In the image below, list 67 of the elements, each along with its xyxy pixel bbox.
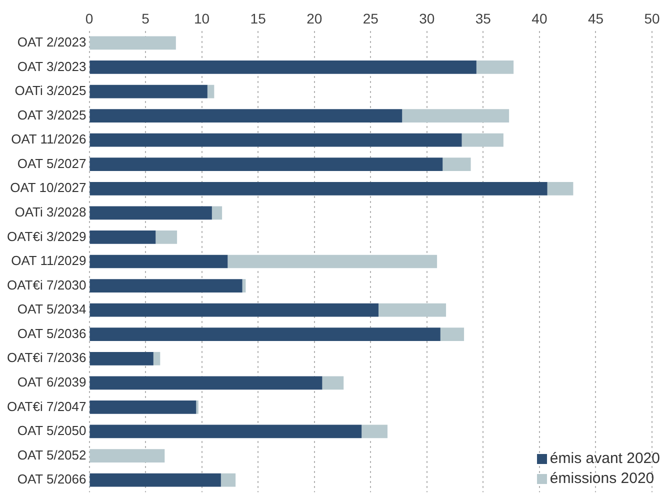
bar: [90, 158, 443, 172]
y-tick-label: OATi 3/2025: [14, 83, 86, 98]
bar: [90, 303, 379, 317]
y-tick-label: OAT 5/2034: [17, 302, 86, 317]
y-tick-label: OAT 3/2025: [17, 107, 86, 122]
bar: [228, 254, 438, 268]
legend-label: émissions 2020: [550, 469, 654, 489]
y-tick-label: OAT 6/2039: [17, 374, 86, 390]
bar: [90, 352, 154, 366]
x-tick-label: 20: [306, 10, 322, 26]
y-tick-label: OATi 3/2028: [14, 204, 86, 220]
bar: [90, 424, 362, 438]
bar: [362, 424, 388, 438]
bar: [462, 133, 504, 147]
x-tick-label: 5: [142, 10, 150, 26]
x-tick-label: 10: [194, 10, 210, 26]
y-tick-label: OAT 5/2066: [17, 472, 86, 487]
bar: [90, 133, 462, 147]
x-tick-label: 45: [588, 10, 604, 26]
bar: [442, 158, 471, 172]
x-tick-label: 25: [362, 10, 379, 26]
y-tick-label: OAT 11/2026: [11, 132, 86, 147]
x-tick-label: 30: [419, 10, 435, 26]
y-tick-label: OAT 11/2029: [11, 253, 86, 268]
x-tick-label: 50: [644, 10, 660, 26]
bar: [90, 376, 322, 390]
bar: [90, 473, 221, 487]
y-tick-label: OAT 10/2027: [10, 180, 86, 196]
x-tick-label: 0: [85, 10, 94, 26]
bar: [90, 206, 212, 220]
y-tick-label: OAT€i 7/2030: [6, 277, 86, 292]
bar: [440, 328, 464, 342]
bar: [90, 84, 208, 98]
bar: [90, 328, 440, 342]
bar: [156, 230, 178, 244]
bar: [90, 449, 165, 462]
y-tick-label: OAT€i 3/2029: [6, 228, 86, 244]
bar: [322, 376, 344, 390]
y-tick-label: OAT€i 7/2036: [6, 350, 86, 366]
bar: [90, 60, 476, 74]
bar: [90, 254, 228, 268]
y-tick-label: OAT 5/2050: [17, 423, 86, 438]
legend-label: émis avant 2020: [550, 449, 660, 469]
y-tick-label: OAT 2/2023: [17, 34, 86, 50]
bar: [90, 279, 242, 292]
bar: [90, 36, 176, 50]
bar: [402, 109, 510, 122]
bar: [90, 230, 156, 244]
bar: [90, 400, 196, 414]
bar: [153, 352, 160, 366]
x-tick-label: 15: [250, 10, 266, 26]
bar: [378, 303, 446, 317]
bar: [90, 182, 548, 196]
y-tick-label: OAT 5/2052: [17, 447, 86, 462]
bar: [212, 206, 222, 220]
y-tick-label: OAT 3/2023: [17, 58, 86, 74]
bar: [242, 279, 246, 292]
x-tick-label: 35: [475, 10, 492, 26]
y-tick-label: OAT 5/2036: [17, 326, 86, 341]
bar: [207, 84, 214, 98]
bar: [547, 182, 574, 196]
bar: [90, 109, 402, 122]
bar: [220, 473, 236, 487]
y-tick-label: OAT€i 7/2047: [6, 398, 86, 414]
x-tick-label: 40: [532, 10, 548, 26]
bar: [476, 60, 514, 74]
y-tick-label: OAT 5/2027: [17, 156, 86, 171]
